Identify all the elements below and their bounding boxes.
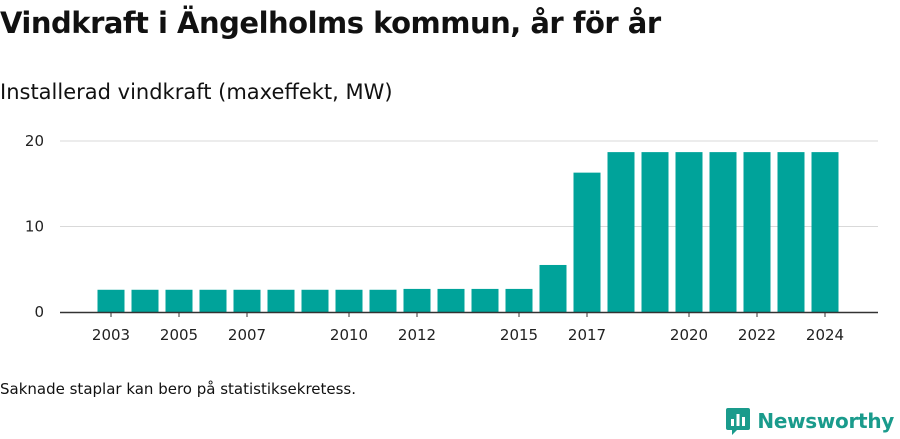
y-tick-label: 20: [25, 132, 44, 150]
x-tick-label: 2015: [500, 326, 538, 344]
bar-2023: [777, 152, 805, 312]
y-tick-label: 0: [34, 303, 44, 321]
bar-2015: [505, 288, 533, 312]
bar-2014: [471, 288, 499, 312]
x-tick-label: 2017: [568, 326, 606, 344]
bar-2005: [165, 289, 193, 312]
bar-2011: [369, 289, 397, 312]
x-tick-label: 2012: [398, 326, 436, 344]
bar-2009: [301, 289, 329, 312]
bar-chart: 0 10 20 2003 2005 2007 2010 2012 2015 2017 2020 202…: [25, 132, 878, 344]
bar-2019: [641, 152, 669, 312]
x-tick-label: 2024: [806, 326, 844, 344]
x-tick-label: 2003: [92, 326, 130, 344]
brand-name: Newsworthy: [757, 409, 894, 433]
bar-2006: [199, 289, 227, 312]
newsworthy-logo-icon: [726, 408, 751, 435]
x-tick-label: 2020: [670, 326, 708, 344]
brand-logo: Newsworthy: [725, 406, 894, 436]
bar-2012: [403, 288, 431, 312]
chart-subtitle: Installerad vindkraft (maxeffekt, MW): [0, 80, 393, 104]
x-tick-label: 2007: [228, 326, 266, 344]
bar-2013: [437, 288, 465, 312]
bar-2008: [267, 289, 295, 312]
bar-2010: [335, 289, 363, 312]
bar-2016: [539, 264, 567, 312]
bar-2018: [607, 152, 635, 312]
chart-title: Vindkraft i Ängelholms kommun, år för år: [0, 6, 661, 40]
axes: 0 10 20 2003 2005 2007 2010 2012 2015 2017 2020 202…: [25, 132, 878, 344]
x-tick-label: 2005: [160, 326, 198, 344]
x-tick-label: 2022: [738, 326, 776, 344]
bar-2007: [233, 289, 261, 312]
x-tick-label: 2010: [330, 326, 368, 344]
bars: [97, 152, 839, 312]
grid-lines: [60, 140, 878, 227]
bar-2020: [675, 152, 703, 312]
bar-2022: [743, 152, 771, 312]
y-tick-label: 10: [25, 218, 44, 236]
bar-2024: [811, 152, 839, 312]
bar-2021: [709, 152, 737, 312]
footnote: Saknade staplar kan bero på statistiksek…: [0, 380, 357, 398]
bar-2004: [131, 289, 159, 312]
bar-2017: [573, 172, 601, 312]
bar-2003: [97, 289, 125, 312]
